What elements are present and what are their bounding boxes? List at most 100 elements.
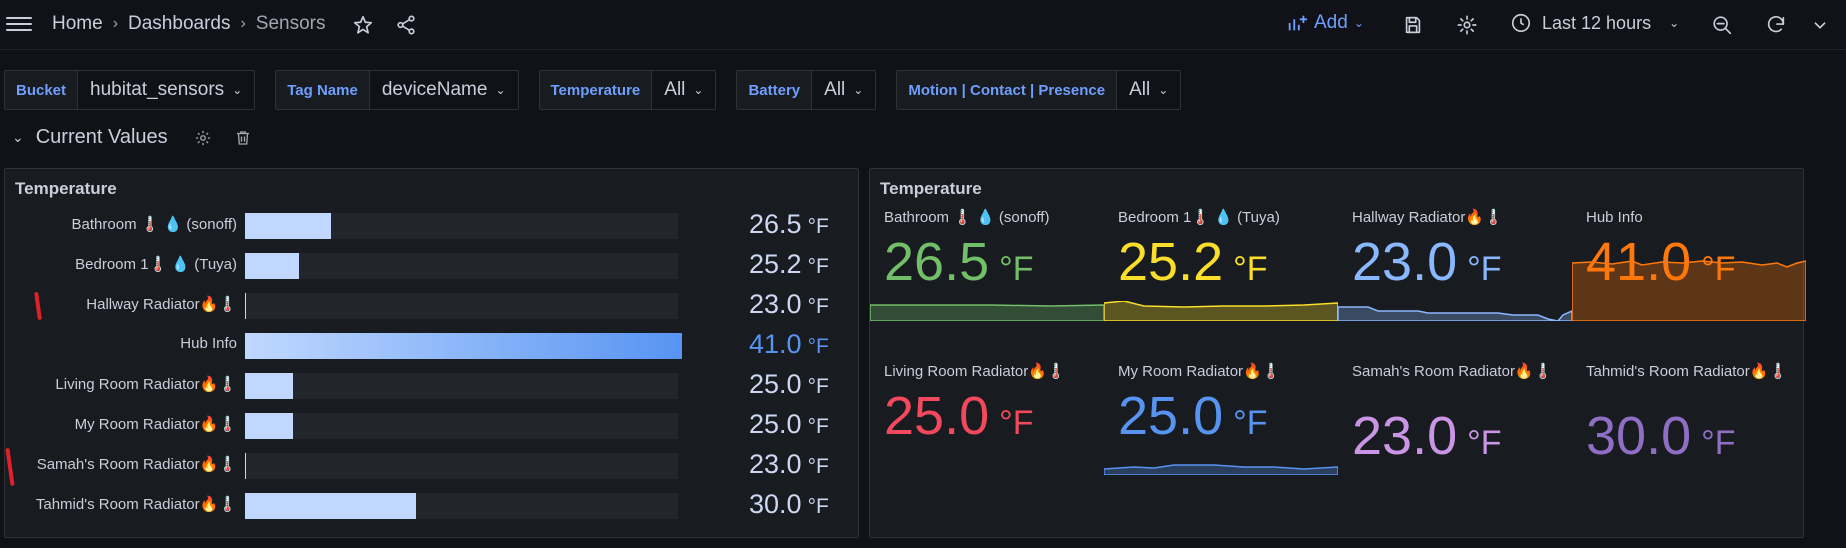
- stat-value-number: 26.5: [884, 232, 990, 292]
- sparkline-area: [1104, 464, 1338, 475]
- stat-value-unit: °F: [1233, 404, 1268, 442]
- stat-value-number: 25.0: [884, 386, 990, 446]
- chevron-down-icon: ⌄: [1353, 16, 1364, 30]
- bar-track: [245, 333, 682, 359]
- sparkline-area: [1572, 260, 1806, 321]
- share-icon[interactable]: [392, 11, 420, 39]
- bar-label: Tahmid's Room Radiator🔥🌡️: [35, 496, 237, 513]
- chevron-down-icon: ⌄: [693, 83, 704, 97]
- save-icon[interactable]: [1399, 11, 1427, 39]
- bar-label: Bathroom 🌡️ 💧 (sonoff): [71, 216, 237, 233]
- bar-value-unit: °F: [807, 295, 829, 318]
- variable-value: hubitat_sensors: [90, 79, 225, 100]
- gear-icon[interactable]: [1453, 11, 1481, 39]
- bar-track: [245, 253, 678, 279]
- bar-fill: [245, 293, 246, 319]
- chevron-down-icon: ⌄: [495, 83, 506, 97]
- bar-fill: [245, 493, 416, 519]
- breadcrumb-dashboards[interactable]: Dashboards: [128, 13, 231, 34]
- bar-label: Hallway Radiator🔥🌡️: [86, 296, 237, 313]
- chevron-down-icon: ⌄: [1158, 83, 1169, 97]
- zoom-out-icon[interactable]: [1708, 11, 1736, 39]
- bar-track: [245, 293, 678, 319]
- clock-icon: [1511, 13, 1531, 33]
- sparkline: [1572, 260, 1806, 321]
- variable-label-bucket: Bucket: [4, 70, 79, 110]
- stat-label: Bathroom 🌡️ 💧 (sonoff): [884, 209, 1050, 226]
- gear-icon[interactable]: [194, 129, 212, 147]
- row-header: ⌄ Current Values: [12, 126, 252, 149]
- bar-gauge-row: My Room Radiator🔥🌡️ 25.0 °F: [5, 409, 860, 441]
- bar-value: 26.5 °F: [749, 209, 829, 240]
- star-icon[interactable]: [349, 11, 377, 39]
- stat-value-unit: °F: [1701, 250, 1736, 288]
- stat-value-unit: °F: [1701, 424, 1736, 462]
- refresh-interval-chevron-icon[interactable]: [1806, 11, 1834, 39]
- variable-select-tag-name[interactable]: deviceName ⌄: [369, 70, 519, 110]
- sparkline-area: [1104, 301, 1338, 321]
- bar-track: [245, 413, 678, 439]
- variable-label-temperature: Temperature: [538, 70, 653, 110]
- chevron-right-icon: ›: [240, 15, 246, 32]
- bar-value-unit: °F: [807, 375, 829, 398]
- bar-fill: [245, 333, 682, 359]
- panel-title[interactable]: Temperature: [15, 179, 117, 198]
- menu-icon[interactable]: [6, 13, 32, 35]
- stat-value-number: 23.0: [1352, 406, 1458, 466]
- stat-value: 25.0 °F: [1118, 385, 1267, 447]
- variable-select-motion-contact-presence[interactable]: All ⌄: [1117, 70, 1182, 110]
- bar-value: 30.0 °F: [749, 489, 829, 520]
- trash-icon[interactable]: [234, 129, 252, 147]
- stat-value: 25.2 °F: [1118, 231, 1267, 293]
- chevron-down-icon[interactable]: ⌄: [12, 129, 24, 145]
- stat-panel[interactable]: Temperature Bathroom 🌡️ 💧 (sonoff) 26.5 °F…: [869, 168, 1806, 538]
- stat-value-unit: °F: [1467, 250, 1502, 288]
- breadcrumb-current: Sensors: [255, 13, 326, 34]
- variable-select-temperature[interactable]: All ⌄: [652, 70, 717, 110]
- bar-value-number: 26.5: [749, 209, 802, 239]
- time-range-picker[interactable]: Last 12 hours ⌄: [1510, 12, 1679, 34]
- variables-bar: Bucket hubitat_sensors ⌄ Tag Name deviceN…: [4, 70, 1182, 110]
- chevron-down-icon: ⌄: [232, 83, 243, 97]
- bar-value: 25.2 °F: [749, 249, 829, 280]
- bar-gauge-row: Living Room Radiator🔥🌡️ 25.0 °F: [5, 369, 860, 401]
- variable-value: All: [664, 79, 686, 100]
- stat-value-unit: °F: [999, 404, 1034, 442]
- row-title[interactable]: Current Values: [35, 126, 168, 148]
- add-button[interactable]: Add ⌄: [1286, 12, 1364, 34]
- bar-value: 23.0 °F: [749, 289, 829, 320]
- bar-label: Samah's Room Radiator🔥🌡️: [36, 456, 237, 473]
- breadcrumb-home[interactable]: Home: [52, 13, 103, 34]
- bar-gauge-row: Hallway Radiator🔥🌡️ 23.0 °F: [5, 289, 860, 321]
- bar-value-unit: °F: [807, 335, 829, 358]
- bar-value: 23.0 °F: [749, 449, 829, 480]
- stat-label: Hub Info: [1586, 209, 1643, 226]
- bar-value-number: 23.0: [749, 449, 802, 479]
- bar-gauge-row: Bedroom 1🌡️ 💧 (Tuya) 25.2 °F: [5, 249, 860, 281]
- stat-value: 26.5 °F: [884, 231, 1033, 293]
- stat-value-number: 25.2: [1118, 232, 1224, 292]
- bar-gauge-panel[interactable]: Temperature Bathroom 🌡️ 💧 (sonoff) 26.5 °F…: [4, 168, 859, 538]
- refresh-icon[interactable]: [1762, 11, 1790, 39]
- bar-value-number: 25.0: [749, 409, 802, 439]
- bar-fill: [245, 213, 331, 239]
- add-panel-icon: [1288, 15, 1308, 31]
- variable-select-bucket[interactable]: hubitat_sensors ⌄: [78, 70, 256, 110]
- bar-value: 25.0 °F: [749, 409, 829, 440]
- panel-title[interactable]: Temperature: [880, 179, 982, 198]
- stat-tile: Living Room Radiator🔥🌡️ 25.0 °F: [870, 309, 1104, 475]
- bar-track: [245, 373, 678, 399]
- variable-select-battery[interactable]: All ⌄: [812, 70, 877, 110]
- stat-tile: Tahmid's Room Radiator🔥🌡️ 30.0 °F: [1572, 309, 1806, 475]
- bar-value-unit: °F: [807, 415, 829, 438]
- stat-tile: Hub Info 41.0 °F: [1572, 155, 1806, 321]
- chevron-down-icon: ⌄: [853, 83, 864, 97]
- bar-value-number: 23.0: [749, 289, 802, 319]
- bar-value-unit: °F: [807, 455, 829, 478]
- stat-tile: Bathroom 🌡️ 💧 (sonoff) 26.5 °F: [870, 155, 1104, 321]
- sparkline-area: [870, 304, 1104, 321]
- stat-value: 23.0 °F: [1352, 231, 1501, 293]
- bar-gauge-row: Hub Info 41.0 °F: [5, 329, 860, 361]
- variable-value: All: [824, 79, 846, 100]
- bar-track: [245, 493, 678, 519]
